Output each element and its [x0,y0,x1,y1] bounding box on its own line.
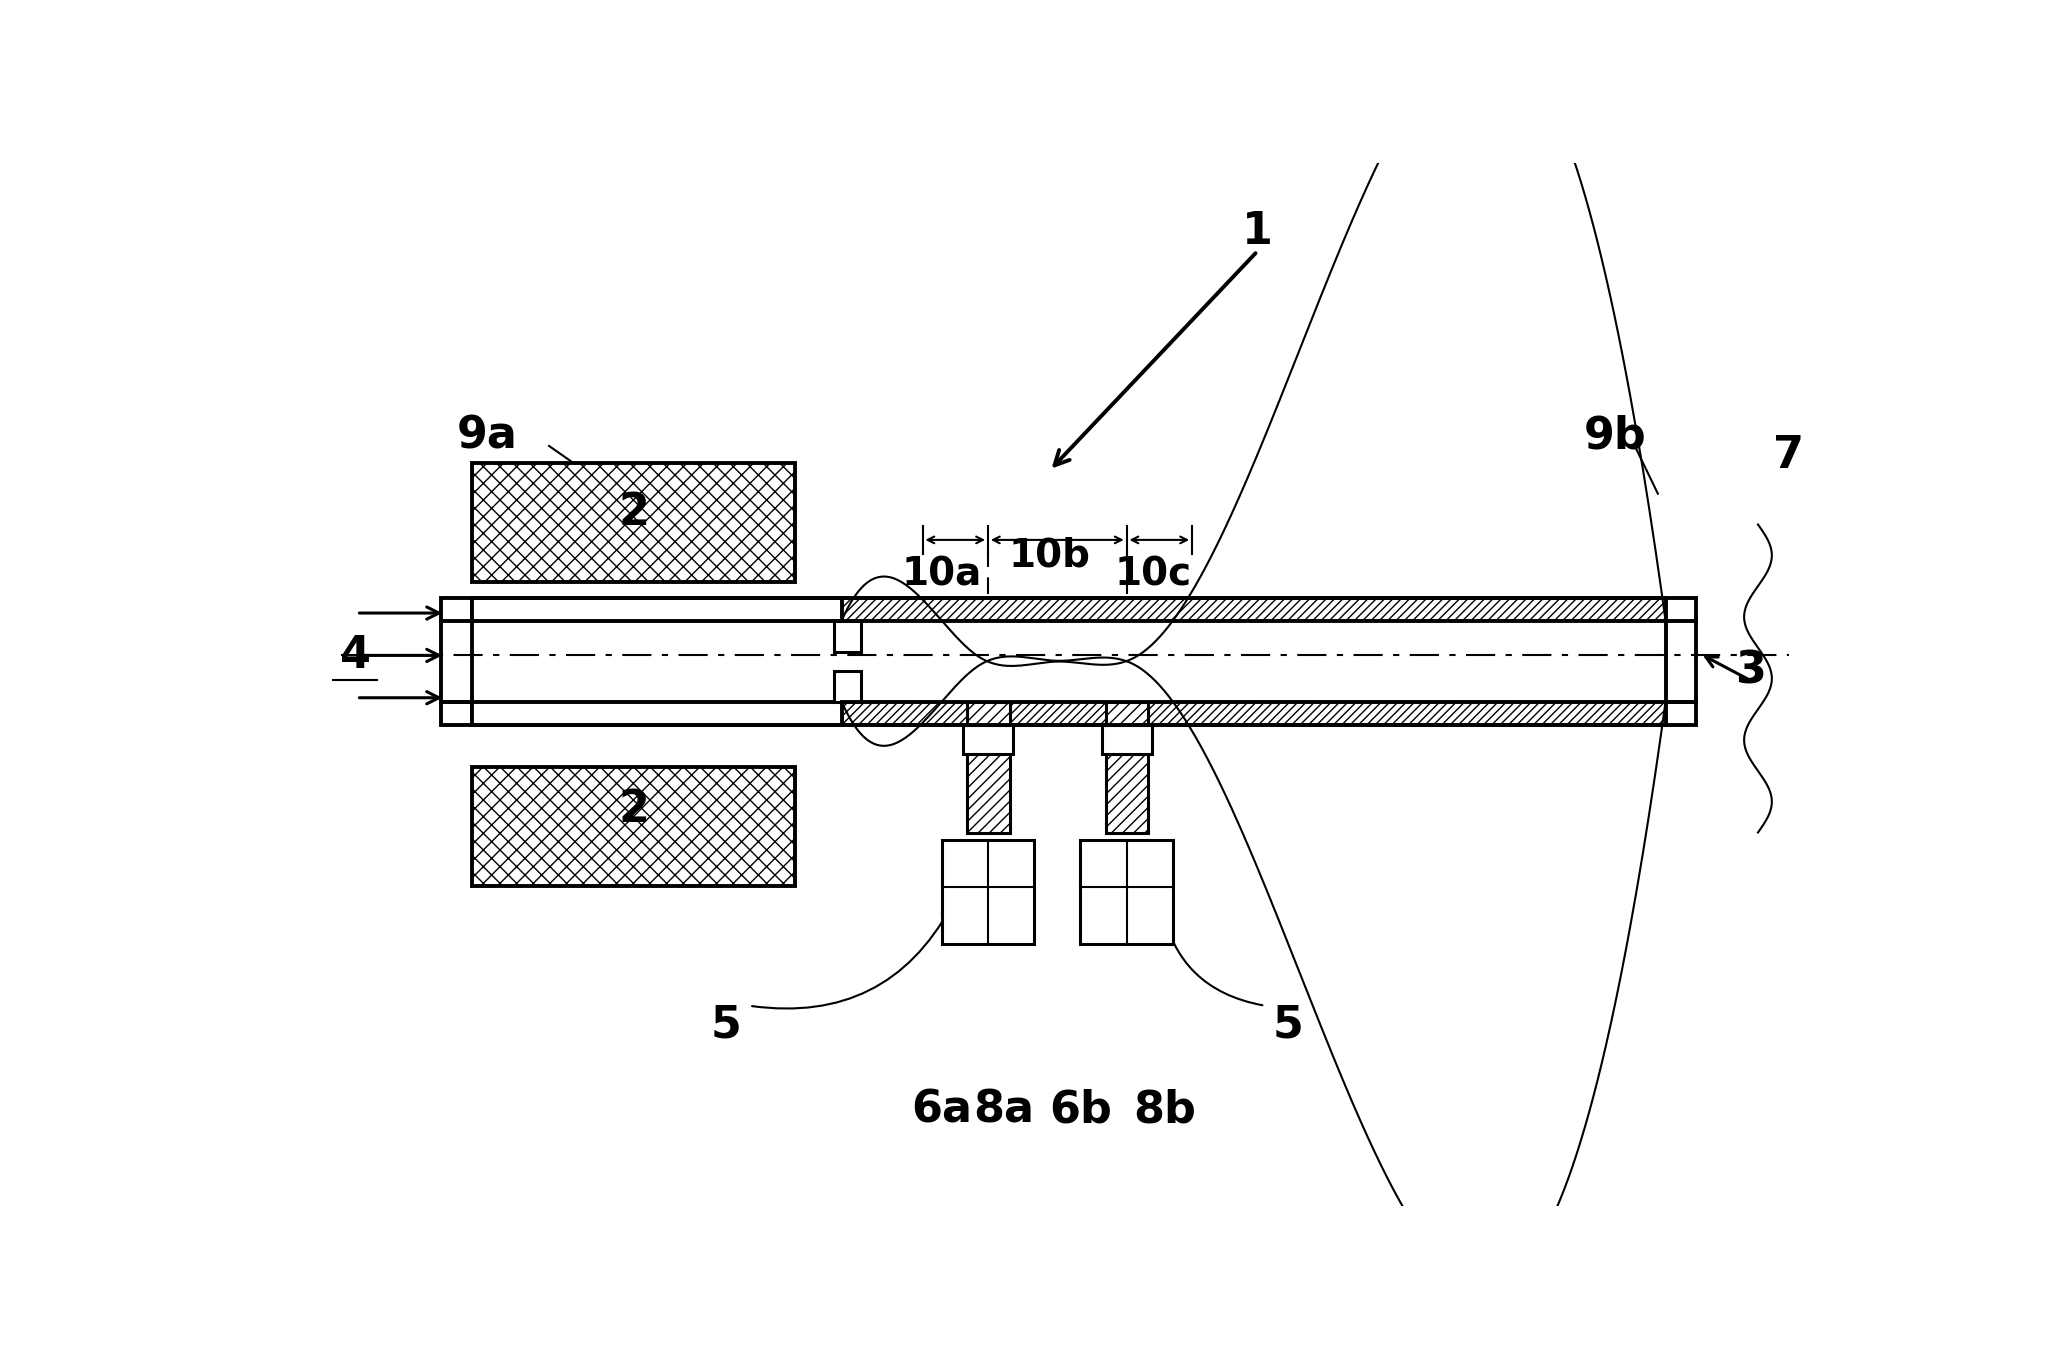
Text: 5: 5 [711,1004,742,1046]
Bar [833,621,862,652]
Text: 3: 3 [1734,649,1765,692]
Text: 8b: 8b [1133,1088,1196,1131]
Text: 9a: 9a [458,415,518,458]
Bar [1666,702,1697,725]
Bar [441,702,472,725]
Text: 10b: 10b [1009,537,1090,575]
Bar [841,702,1666,725]
Bar [968,702,1009,832]
Bar [441,598,472,702]
Bar [472,463,796,583]
Text: 5: 5 [1272,1004,1303,1046]
Bar [1666,598,1697,702]
Bar [833,671,862,702]
Bar [1080,840,1173,944]
Text: 10a: 10a [901,556,982,593]
Text: 8a: 8a [974,1088,1034,1131]
Bar [963,725,1013,753]
Bar [472,598,841,621]
Bar [841,598,1666,621]
Text: 10c: 10c [1115,556,1191,593]
Text: 6b: 6b [1048,1088,1113,1131]
Text: 6a: 6a [912,1088,972,1131]
Bar [472,702,841,725]
Bar [1106,702,1148,832]
Text: 4: 4 [340,634,371,678]
Bar [472,767,796,886]
Bar [1102,725,1152,753]
Text: 9b: 9b [1585,415,1647,458]
Text: 2: 2 [617,787,649,831]
Text: 7: 7 [1774,434,1805,477]
Text: 2: 2 [617,492,649,534]
Bar [943,840,1034,944]
Text: 1: 1 [1241,210,1272,253]
